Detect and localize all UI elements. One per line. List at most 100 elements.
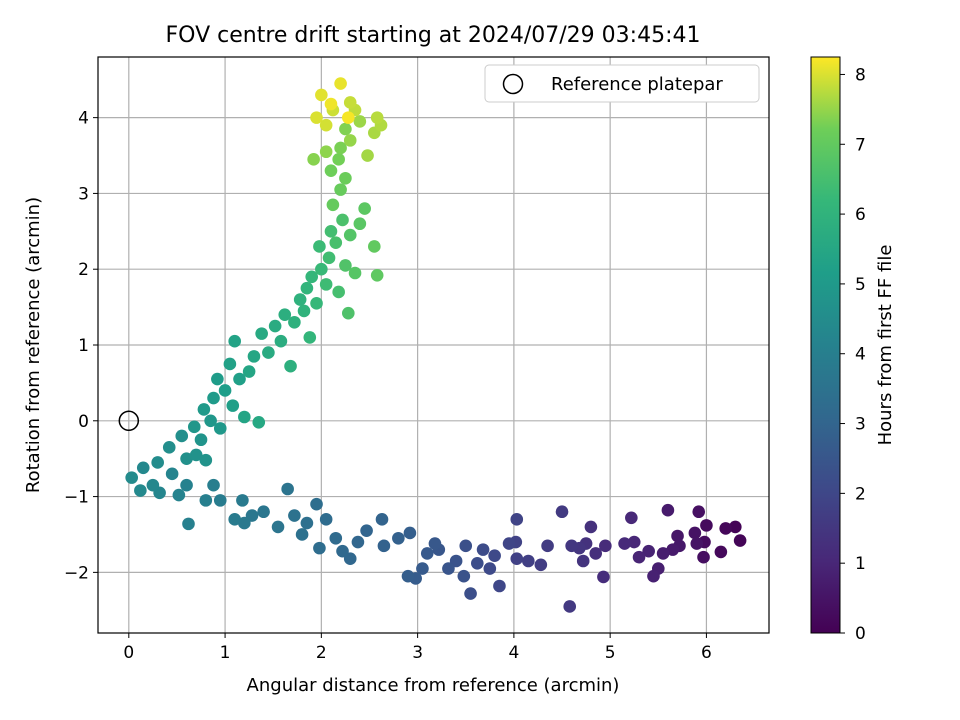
data-point	[175, 429, 189, 443]
data-point	[502, 537, 516, 550]
data-point	[151, 456, 164, 469]
x-tick-label: 6	[701, 643, 712, 663]
legend: Reference platepar	[484, 64, 760, 103]
data-point	[510, 513, 524, 526]
data-point	[238, 516, 251, 530]
data-point	[204, 414, 217, 428]
data-point	[319, 118, 333, 132]
data-point	[625, 511, 638, 525]
data-point	[353, 217, 367, 231]
colorbar-ticks: 0 1 2 3 4 5 6 7 8	[840, 65, 866, 644]
x-tick-label: 0	[123, 643, 134, 663]
legend-box	[484, 64, 760, 103]
data-point	[324, 225, 338, 238]
data-point	[305, 270, 319, 284]
data-point	[714, 545, 728, 559]
data-point	[310, 297, 323, 310]
data-point	[228, 334, 242, 348]
data-point	[180, 452, 193, 465]
reference-marker-group	[118, 410, 140, 432]
data-point	[228, 513, 242, 526]
colorbar-tick-label: 4	[855, 345, 866, 365]
data-point	[339, 171, 352, 185]
data-point	[457, 569, 471, 583]
plot-area: 0 1 2 3 4 5 6 −2 −1 0 1 2 3 4	[64, 56, 770, 663]
x-axis-label: Angular distance from reference (arcmin)	[247, 675, 620, 696]
data-point	[493, 579, 506, 593]
data-point	[488, 549, 501, 562]
data-point	[700, 519, 713, 532]
data-point	[656, 547, 670, 560]
data-point	[690, 537, 704, 550]
data-point	[313, 541, 326, 555]
data-point	[262, 346, 275, 359]
data-point	[589, 547, 603, 560]
data-point	[236, 494, 249, 507]
data-point	[351, 535, 365, 549]
data-point	[257, 505, 270, 519]
data-point	[226, 399, 240, 412]
chart-title: FOV centre drift starting at 2024/07/29 …	[166, 23, 701, 48]
data-point	[334, 183, 347, 196]
data-point	[729, 520, 742, 534]
data-point	[522, 554, 535, 568]
data-point	[245, 509, 259, 522]
data-point	[213, 494, 227, 507]
y-tick-label: 0	[78, 412, 89, 432]
data-point	[403, 526, 417, 540]
data-point	[339, 259, 352, 272]
y-axis-label: Rotation from reference (arcmin)	[23, 197, 44, 493]
data-point	[343, 96, 357, 109]
data-point	[618, 537, 631, 550]
colorbar-tick-label: 3	[855, 415, 866, 435]
data-point	[310, 497, 323, 511]
data-point	[336, 213, 349, 227]
data-point	[303, 331, 317, 344]
data-point	[319, 513, 333, 526]
data-point	[401, 569, 415, 583]
data-point	[332, 153, 345, 166]
data-point	[336, 544, 349, 558]
data-point	[324, 164, 338, 177]
data-point	[692, 505, 706, 519]
data-point	[666, 543, 680, 556]
data-point	[223, 357, 237, 371]
data-point	[353, 115, 367, 128]
data-point	[375, 513, 389, 526]
colorbar-tick-label: 5	[855, 275, 866, 295]
colorbar-gradient	[810, 56, 841, 634]
data-point	[197, 403, 211, 416]
data-point	[324, 97, 338, 111]
data-point	[297, 304, 311, 318]
data-point	[329, 236, 343, 249]
data-point	[348, 266, 362, 280]
data-point	[189, 448, 203, 462]
y-tick-label: 1	[78, 336, 89, 356]
colorbar-tick-label: 8	[855, 65, 866, 85]
data-point	[343, 228, 357, 242]
data-point	[329, 531, 343, 545]
data-point	[342, 306, 355, 320]
data-point	[541, 539, 554, 553]
data-point	[211, 372, 224, 386]
data-point	[471, 556, 484, 570]
data-point	[326, 198, 340, 212]
x-axis-ticks: 0 1 2 3 4 5 6	[123, 633, 712, 663]
data-point	[416, 562, 429, 575]
data-point	[278, 308, 292, 321]
data-point	[563, 600, 577, 613]
x-tick-label: 5	[605, 643, 616, 663]
data-point	[288, 509, 301, 522]
data-point	[442, 562, 455, 575]
data-point	[334, 77, 347, 90]
data-point	[247, 350, 261, 363]
data-point	[343, 134, 357, 147]
legend-entry-reference-platepar: Reference platepar	[551, 74, 723, 95]
y-tick-label: 4	[78, 109, 89, 129]
data-point	[315, 88, 328, 102]
data-point	[271, 520, 285, 534]
data-point	[315, 262, 328, 276]
colorbar-tick-label: 2	[855, 484, 866, 504]
x-tick-label: 2	[316, 643, 327, 663]
